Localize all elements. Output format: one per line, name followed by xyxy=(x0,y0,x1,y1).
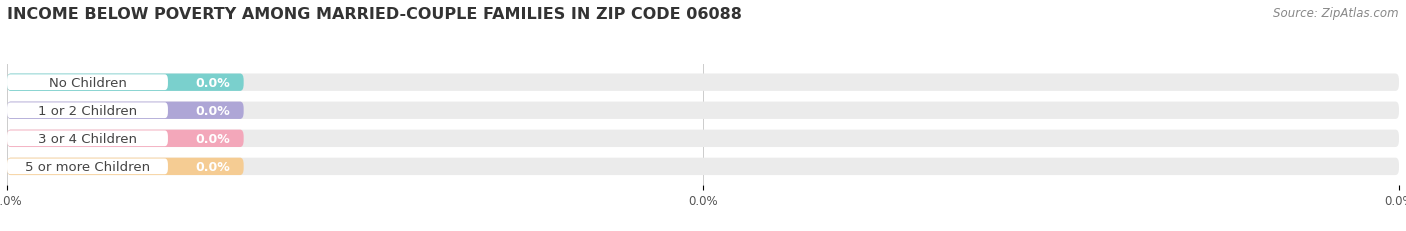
FancyBboxPatch shape xyxy=(7,130,1399,147)
FancyBboxPatch shape xyxy=(7,74,1399,91)
Text: 3 or 4 Children: 3 or 4 Children xyxy=(38,132,136,145)
Text: No Children: No Children xyxy=(49,76,127,89)
FancyBboxPatch shape xyxy=(7,102,243,119)
FancyBboxPatch shape xyxy=(7,103,167,119)
Text: INCOME BELOW POVERTY AMONG MARRIED-COUPLE FAMILIES IN ZIP CODE 06088: INCOME BELOW POVERTY AMONG MARRIED-COUPL… xyxy=(7,7,742,22)
FancyBboxPatch shape xyxy=(7,75,167,91)
Text: 0.0%: 0.0% xyxy=(195,132,229,145)
Text: 1 or 2 Children: 1 or 2 Children xyxy=(38,104,136,117)
Text: Source: ZipAtlas.com: Source: ZipAtlas.com xyxy=(1274,7,1399,20)
Text: 5 or more Children: 5 or more Children xyxy=(25,160,150,173)
FancyBboxPatch shape xyxy=(7,130,243,147)
FancyBboxPatch shape xyxy=(7,158,243,175)
FancyBboxPatch shape xyxy=(7,74,243,91)
FancyBboxPatch shape xyxy=(7,131,167,146)
FancyBboxPatch shape xyxy=(7,158,1399,175)
Text: 0.0%: 0.0% xyxy=(195,76,229,89)
FancyBboxPatch shape xyxy=(7,159,167,174)
Text: 0.0%: 0.0% xyxy=(195,104,229,117)
FancyBboxPatch shape xyxy=(7,102,1399,119)
Text: 0.0%: 0.0% xyxy=(195,160,229,173)
